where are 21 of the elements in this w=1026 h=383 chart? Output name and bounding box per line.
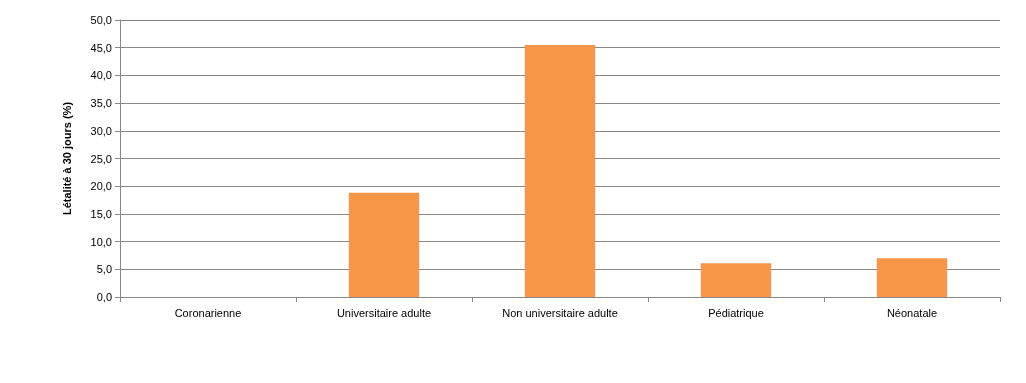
y-tick-label: 45,0 bbox=[90, 41, 112, 54]
y-tick-label: 30,0 bbox=[90, 124, 112, 137]
x-tick-label: Néonatale bbox=[886, 306, 938, 319]
bar bbox=[348, 192, 420, 297]
y-tick-label: 50,0 bbox=[90, 14, 112, 26]
x-tick-label: Coronarienne bbox=[174, 306, 242, 319]
bar bbox=[524, 44, 596, 297]
y-tick-label: 25,0 bbox=[90, 152, 112, 165]
y-tick-label: 15,0 bbox=[90, 207, 112, 220]
y-tick-label: 35,0 bbox=[90, 97, 112, 110]
y-tick-label: 5,0 bbox=[96, 263, 112, 276]
x-tick-label: Universitaire adulte bbox=[336, 306, 432, 319]
x-tick-label: Non universitaire adulte bbox=[502, 306, 618, 319]
bar bbox=[876, 258, 948, 297]
bar bbox=[700, 263, 772, 297]
y-tick-label: 0,0 bbox=[96, 291, 112, 303]
y-tick-label: 20,0 bbox=[90, 180, 112, 193]
y-tick-label: 40,0 bbox=[90, 69, 112, 82]
x-tick-label: Pédiatrique bbox=[708, 306, 764, 319]
y-tick-label: 10,0 bbox=[90, 235, 112, 248]
y-axis-title: Létalité à 30 jours (%) bbox=[60, 101, 73, 216]
